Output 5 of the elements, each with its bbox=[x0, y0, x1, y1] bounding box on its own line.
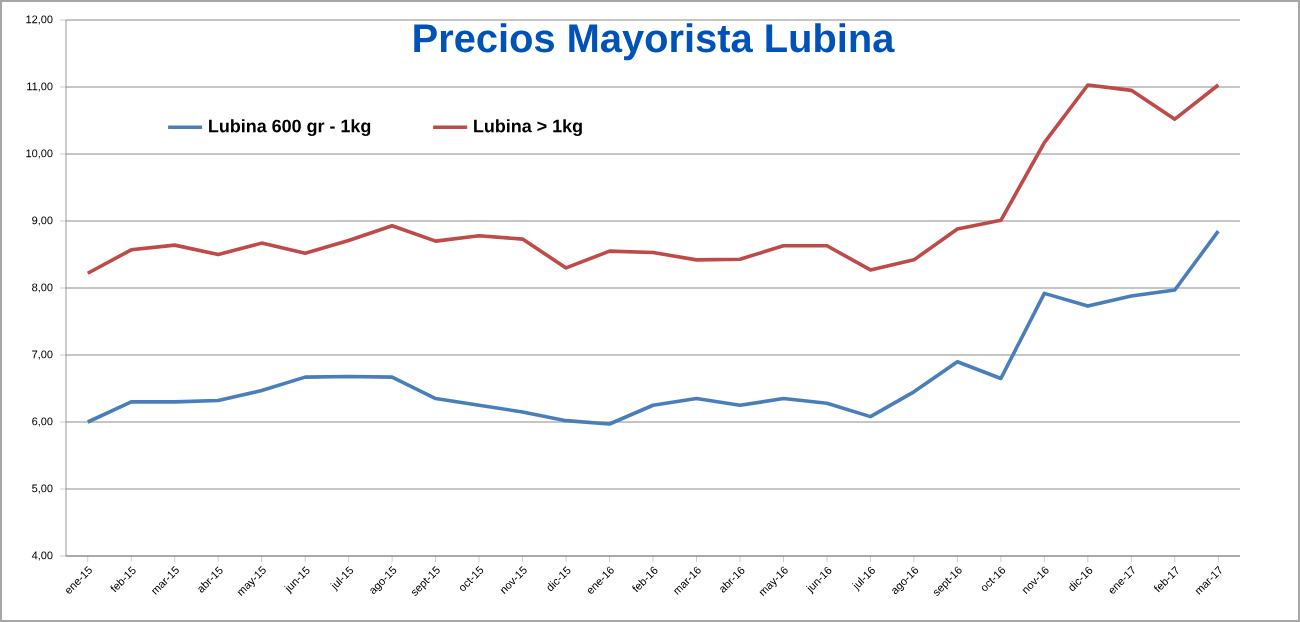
legend-label: Lubina 600 gr - 1kg bbox=[209, 119, 371, 137]
line-series bbox=[85, 229, 1221, 426]
line-series bbox=[85, 83, 1221, 276]
legend-label: Lubina > 1kg bbox=[474, 119, 582, 137]
chart-title: Precios Mayorista Lubina bbox=[414, 23, 895, 61]
